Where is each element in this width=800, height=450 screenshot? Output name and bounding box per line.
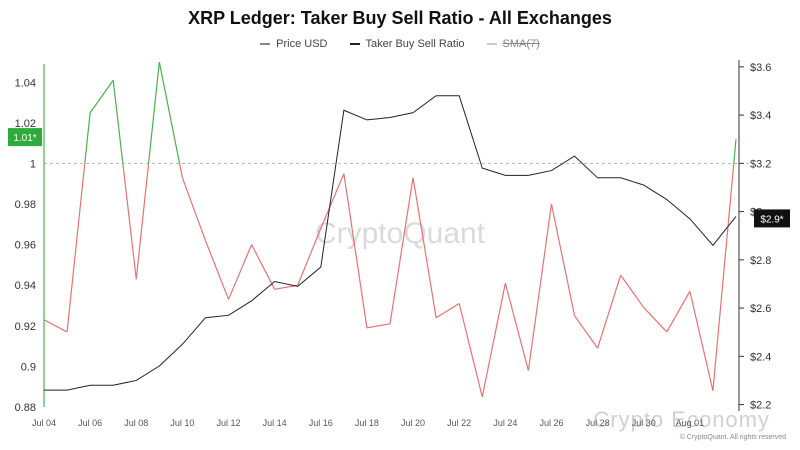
ratio-line-segment (527, 203, 553, 371)
ratio-line-segment (251, 244, 276, 290)
y-right-tick-label: $2.4 (750, 351, 771, 363)
watermark-corner: Crypto Economy (593, 407, 770, 432)
ratio-line-segment (320, 173, 345, 229)
ratio-line-segment (43, 319, 68, 333)
ratio-line-segment (504, 283, 529, 371)
x-tick-label: Jul 10 (170, 418, 194, 428)
x-tick-label: Jul 30 (632, 418, 656, 428)
current-price-badge (754, 209, 790, 228)
legend-swatch-price (260, 43, 271, 45)
ratio-line-segment (666, 291, 691, 333)
y-left-tick-label: 1 (30, 158, 36, 170)
credit-text: © CryptoQuant. All rights reserved (679, 434, 786, 441)
legend-label-ratio: Taker Buy Sell Ratio (365, 38, 465, 50)
y-right-tick-label: $3.4 (750, 110, 771, 122)
ratio-line-segment (574, 315, 599, 349)
price-line (44, 95, 737, 391)
x-tick-label: Jul 22 (447, 418, 471, 428)
y-left-tick-label: 0.92 (15, 321, 36, 333)
x-tick-label: Jul 16 (309, 418, 333, 428)
ratio-line-segment (435, 302, 460, 319)
ratio-line-segment (597, 274, 622, 349)
ratio-line-segment (458, 303, 483, 397)
watermark-center: CryptoQuant (315, 217, 486, 250)
ratio-line-segment (412, 177, 437, 318)
ratio-line-segment (689, 291, 714, 391)
ratio-line-segment (712, 163, 735, 391)
current-ratio-badge-text: 1.01* (13, 133, 36, 144)
legend-item-sma[interactable]: SMA(7) (486, 38, 540, 50)
ratio-line-segment (366, 323, 391, 329)
ratio-line-segment (343, 173, 368, 328)
y-left-tick-label: 1.04 (15, 77, 36, 89)
legend-label-sma: SMA(7) (502, 38, 540, 50)
y-right-tick-label: $2.6 (750, 303, 771, 315)
x-tick-label: Jul 04 (32, 418, 56, 428)
current-ratio-badge (8, 128, 42, 147)
ratio-line-segment (89, 79, 114, 114)
y-left-tick-label: 0.96 (15, 240, 36, 252)
ratio-line-segment (181, 177, 207, 241)
x-tick-label: Jul 26 (539, 418, 563, 428)
y-left-tick-label: 0.88 (15, 402, 36, 414)
ratio-line-segment (158, 61, 181, 164)
x-tick-label: Jul 08 (124, 418, 148, 428)
y-left-tick-label: 0.9 (21, 361, 36, 373)
ratio-line-segment (733, 139, 737, 164)
x-tick-label: Jul 18 (355, 418, 379, 428)
x-tick-label: Aug 01 (676, 418, 705, 428)
ratio-line-segment (643, 307, 668, 333)
x-tick-label: Jul 28 (586, 418, 610, 428)
y-right-tick-label: $3.2 (750, 158, 771, 170)
legend-label-price: Price USD (276, 38, 328, 50)
x-tick-label: Jul 06 (78, 418, 102, 428)
ratio-line-segment (84, 112, 91, 164)
ratio-line-segment (389, 177, 414, 324)
chart-title: XRP Ledger: Taker Buy Sell Ratio - All E… (188, 8, 612, 28)
legend: Price USD Taker Buy Sell Ratio SMA(7) (0, 38, 800, 50)
y-right-tick-label: $3.6 (750, 62, 771, 74)
y-right-tick-label: $2.2 (750, 400, 771, 412)
y-left-tick-label: 0.98 (15, 199, 36, 211)
ratio-line-segment (550, 203, 576, 316)
ratio-line-segment (178, 163, 183, 178)
ratio-line-segment (122, 163, 137, 280)
ratio-line-segment (147, 61, 160, 164)
x-tick-label: Jul 24 (493, 418, 517, 428)
legend-swatch-sma (486, 43, 497, 45)
ratio-line-segment (227, 244, 253, 300)
x-tick-label: Jul 20 (401, 418, 425, 428)
ratio-line-segment (204, 240, 230, 300)
ratio-line-segment (481, 283, 506, 397)
y-right-tick-label: $2.8 (750, 255, 771, 267)
x-tick-label: Jul 12 (217, 418, 241, 428)
ratio-line-segment (66, 163, 86, 332)
x-tick-label: Jul 14 (263, 418, 287, 428)
legend-item-price[interactable]: Price USD (260, 38, 328, 50)
ratio-line-segment (297, 228, 322, 286)
current-price-badge-text: $2.9* (760, 214, 783, 225)
ratio-line-segment (112, 80, 124, 164)
ratio-line-segment (135, 163, 150, 280)
y-left-tick-label: 1.02 (15, 118, 36, 130)
ratio-line-segment (620, 274, 645, 308)
legend-item-ratio[interactable]: Taker Buy Sell Ratio (349, 38, 465, 50)
y-left-tick-label: 0.94 (15, 280, 36, 292)
legend-swatch-ratio (349, 43, 360, 45)
